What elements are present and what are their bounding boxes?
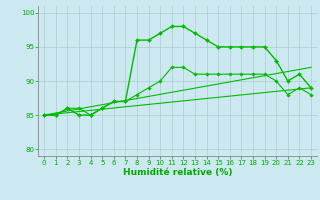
X-axis label: Humidité relative (%): Humidité relative (%) (123, 168, 232, 177)
